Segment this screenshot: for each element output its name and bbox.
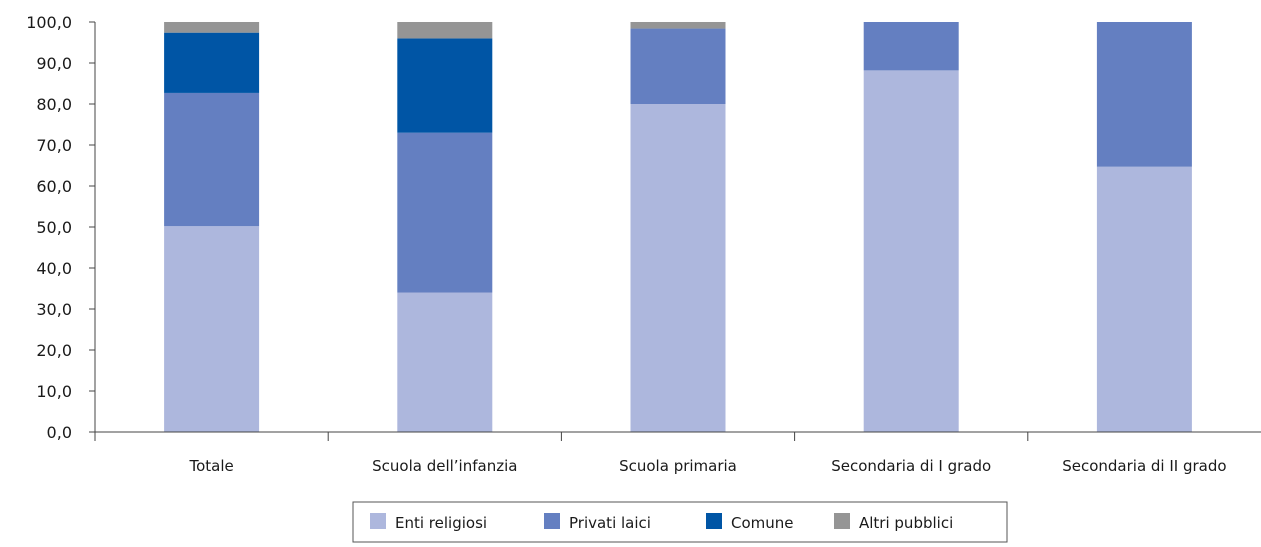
y-tick-label: 40,0 — [36, 259, 72, 278]
bar-segment-enti-religiosi-0 — [164, 226, 260, 432]
legend-swatch-altri-pubblici — [834, 513, 850, 529]
y-tick-label: 100,0 — [26, 13, 72, 32]
bar-segment-enti-religiosi-4 — [1096, 166, 1192, 433]
x-tick-label: Secondaria di I grado — [831, 457, 991, 475]
bar-segment-privati-laici-1 — [397, 132, 493, 293]
y-tick-label: 70,0 — [36, 136, 72, 155]
y-tick-label: 50,0 — [36, 218, 72, 237]
y-tick-label: 90,0 — [36, 54, 72, 73]
y-tick-label: 60,0 — [36, 177, 72, 196]
bar-segment-enti-religiosi-3 — [863, 70, 959, 432]
x-tick-label: Scuola primaria — [619, 457, 737, 475]
legend-swatch-enti-religiosi — [370, 513, 386, 529]
legend-swatch-comune — [706, 513, 722, 529]
legend: Enti religiosi Privati laici Comune Altri p… — [352, 501, 1008, 543]
y-tick-label: 10,0 — [36, 382, 72, 401]
bar-segment-comune-1 — [397, 38, 493, 133]
axis-layer: 0,0 10,0 20,0 30,0 40,0 50,0 60,0 70,0 80,0 90,0 1… — [26, 13, 1261, 475]
bar-segment-altri-pubblici-1 — [397, 22, 493, 39]
y-tick-label: 30,0 — [36, 300, 72, 319]
y-tick-label: 80,0 — [36, 95, 72, 114]
y-tick-label: 0,0 — [47, 423, 72, 442]
x-tick-label: Totale — [188, 457, 233, 475]
bars-layer — [164, 22, 1192, 433]
bar-segment-enti-religiosi-2 — [630, 104, 726, 432]
legend-label-altri-pubblici: Altri pubblici — [859, 514, 953, 532]
x-tick-label: Secondaria di II grado — [1062, 457, 1226, 475]
bar-segment-privati-laici-4 — [1096, 22, 1192, 167]
legend-label-enti-religiosi: Enti religiosi — [395, 514, 487, 532]
bar-segment-altri-pubblici-2 — [630, 22, 726, 29]
bar-segment-comune-0 — [164, 32, 260, 93]
y-tick-label: 20,0 — [36, 341, 72, 360]
legend-label-comune: Comune — [731, 514, 794, 532]
bar-segment-privati-laici-0 — [164, 92, 260, 227]
legend-swatch-privati-laici — [544, 513, 560, 529]
bar-segment-privati-laici-3 — [863, 22, 959, 71]
legend-label-privati-laici: Privati laici — [569, 514, 651, 532]
bar-segment-privati-laici-2 — [630, 28, 726, 105]
bar-segment-enti-religiosi-1 — [397, 292, 493, 432]
legend-box — [352, 501, 1008, 543]
bar-segment-altri-pubblici-0 — [164, 22, 260, 33]
x-tick-label: Scuola dell’infanzia — [372, 457, 517, 475]
